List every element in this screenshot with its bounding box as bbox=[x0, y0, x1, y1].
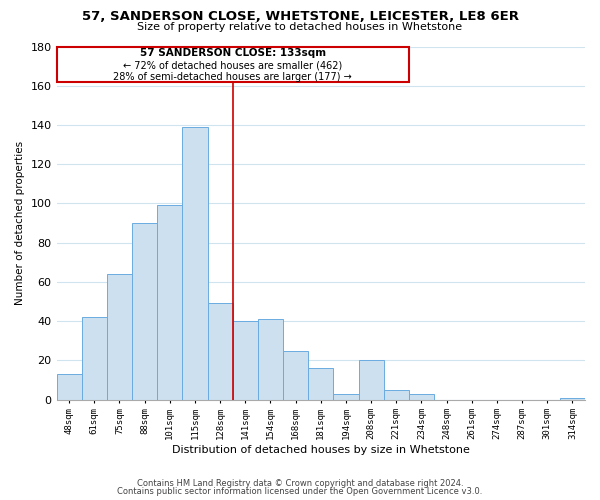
Text: Contains public sector information licensed under the Open Government Licence v3: Contains public sector information licen… bbox=[118, 487, 482, 496]
Text: 28% of semi-detached houses are larger (177) →: 28% of semi-detached houses are larger (… bbox=[113, 72, 352, 82]
Bar bbox=[233, 321, 258, 400]
Text: ← 72% of detached houses are smaller (462): ← 72% of detached houses are smaller (46… bbox=[123, 60, 343, 70]
Text: 57, SANDERSON CLOSE, WHETSTONE, LEICESTER, LE8 6ER: 57, SANDERSON CLOSE, WHETSTONE, LEICESTE… bbox=[82, 10, 518, 23]
Bar bbox=[283, 350, 308, 400]
Bar bbox=[359, 360, 383, 400]
Bar bbox=[107, 274, 132, 400]
Bar bbox=[208, 304, 233, 400]
Bar bbox=[56, 374, 82, 400]
Bar bbox=[560, 398, 585, 400]
Bar bbox=[82, 317, 107, 400]
Text: 57 SANDERSON CLOSE: 133sqm: 57 SANDERSON CLOSE: 133sqm bbox=[140, 48, 326, 58]
Text: Size of property relative to detached houses in Whetstone: Size of property relative to detached ho… bbox=[137, 22, 463, 32]
Bar bbox=[132, 223, 157, 400]
Bar bbox=[182, 127, 208, 400]
Text: Contains HM Land Registry data © Crown copyright and database right 2024.: Contains HM Land Registry data © Crown c… bbox=[137, 478, 463, 488]
Bar bbox=[56, 46, 409, 82]
Bar bbox=[383, 390, 409, 400]
Bar bbox=[258, 319, 283, 400]
X-axis label: Distribution of detached houses by size in Whetstone: Distribution of detached houses by size … bbox=[172, 445, 470, 455]
Bar bbox=[157, 206, 182, 400]
Bar bbox=[409, 394, 434, 400]
Bar bbox=[308, 368, 334, 400]
Bar bbox=[334, 394, 359, 400]
Y-axis label: Number of detached properties: Number of detached properties bbox=[15, 141, 25, 305]
